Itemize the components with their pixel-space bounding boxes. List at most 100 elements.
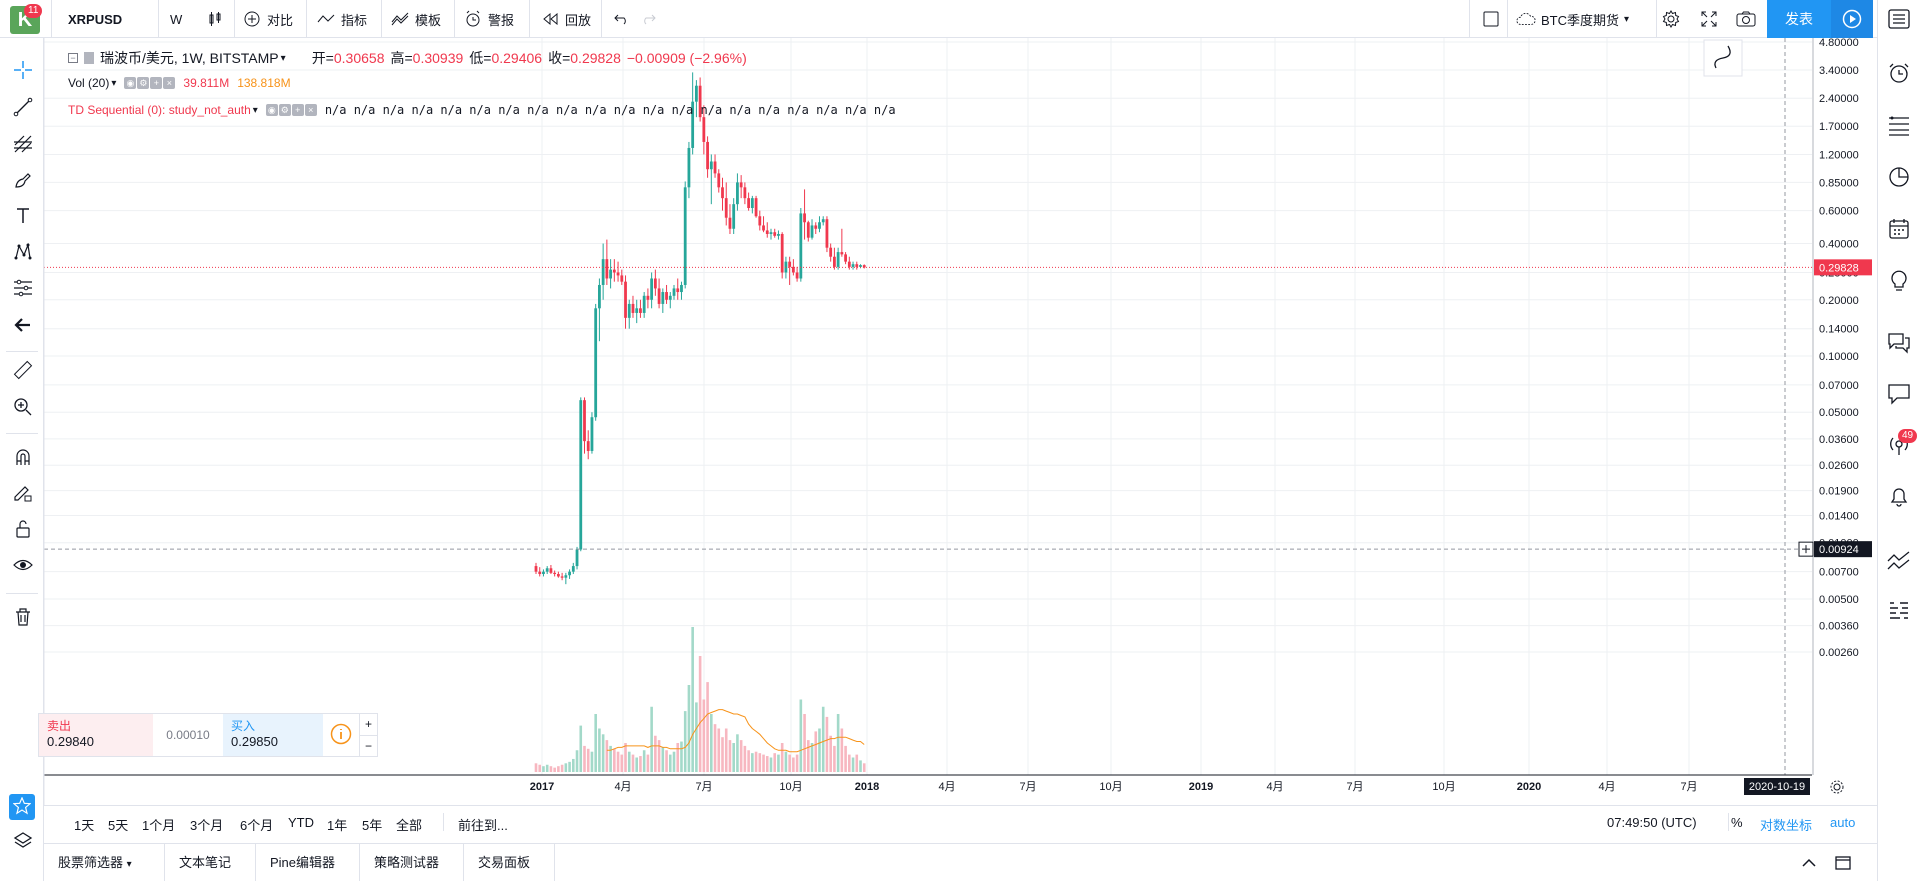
interval-button[interactable]: W <box>170 0 182 38</box>
chevron-down-icon: ▾ <box>280 52 286 64</box>
close-icon[interactable]: × <box>163 77 176 89</box>
text-tool[interactable] <box>12 206 34 228</box>
visibility-icon[interactable]: ◉ <box>265 104 278 116</box>
redo-button[interactable] <box>638 0 658 38</box>
tab-label: 股票筛选器 <box>58 855 124 870</box>
goto-date-button[interactable]: 前往到... <box>458 818 508 833</box>
info-button[interactable] <box>323 714 359 756</box>
range-6m[interactable]: 6个月 <box>240 818 274 833</box>
pattern-tool[interactable] <box>12 242 34 264</box>
undo-button[interactable] <box>612 0 632 38</box>
trend-line-tool[interactable] <box>12 97 34 119</box>
tab-pine-editor[interactable]: Pine编辑器 <box>256 844 360 881</box>
minus-button[interactable]: − <box>360 734 377 757</box>
tab-screener[interactable]: 股票筛选器 ▾ <box>44 844 165 881</box>
divider <box>443 813 444 831</box>
volume-bar <box>616 751 620 772</box>
publish-button[interactable]: 发表 <box>1767 0 1831 38</box>
play-button[interactable] <box>1831 0 1873 38</box>
data-window-button[interactable] <box>1887 114 1911 138</box>
collapse-legend-icon[interactable]: − <box>68 53 78 63</box>
tab-text-notes[interactable]: 文本笔记 <box>165 844 256 881</box>
auto-scale-toggle[interactable]: auto <box>1830 815 1856 830</box>
legend-symbol-title[interactable]: 瑞波币/美元, 1W, BITSTAMP <box>100 50 279 66</box>
object-tree-button[interactable] <box>12 831 34 853</box>
tab-strategy-tester[interactable]: 策略测试器 <box>360 844 464 881</box>
fib-tool[interactable] <box>12 134 34 156</box>
collapse-panel-button[interactable] <box>1800 854 1818 875</box>
watchlist-favorite-button[interactable] <box>9 794 35 820</box>
chats-button[interactable] <box>1887 332 1911 356</box>
hide-drawings[interactable] <box>12 555 34 577</box>
magnet-tool[interactable] <box>12 447 34 469</box>
more-icon[interactable]: + <box>150 77 163 89</box>
settings-icon[interactable]: ⚙ <box>137 77 150 89</box>
alert-button[interactable]: 警报 <box>463 0 514 38</box>
volume-bar <box>739 740 743 772</box>
range-1m[interactable]: 1个月 <box>142 818 176 833</box>
range-5d[interactable]: 5天 <box>108 818 129 833</box>
visibility-icon[interactable]: ◉ <box>124 77 137 89</box>
futures-dropdown[interactable]: BTC季度期货 ▾ <box>1516 0 1629 38</box>
close-icon[interactable]: × <box>304 104 317 116</box>
utc-clock[interactable]: 07:49:50 (UTC) <box>1607 815 1697 830</box>
td-indicator-name[interactable]: TD Sequential (0): study_not_auth <box>68 103 251 117</box>
tab-trading-panel[interactable]: 交易面板 <box>464 844 555 881</box>
prediction-tool[interactable] <box>12 278 34 300</box>
hotlist-button[interactable] <box>1887 166 1911 190</box>
zoom-tool[interactable] <box>12 397 34 419</box>
layers-icon <box>13 831 33 854</box>
settings-icon[interactable]: ⚙ <box>278 104 291 116</box>
plus-button[interactable]: + <box>364 717 372 731</box>
notifications-button[interactable] <box>1887 485 1911 509</box>
brush-tool[interactable] <box>12 170 34 192</box>
ruler-tool[interactable] <box>12 360 34 382</box>
range-1d[interactable]: 1天 <box>74 818 95 833</box>
fullscreen-checkbox-button[interactable] <box>1481 0 1501 38</box>
alerts-button[interactable] <box>1887 62 1911 86</box>
crosshair-tool[interactable] <box>12 60 34 82</box>
remove-drawings[interactable] <box>12 607 34 629</box>
price-tick-label: 0.00700 <box>1819 567 1859 579</box>
calendar-button[interactable] <box>1887 218 1911 242</box>
maximize-panel-button[interactable] <box>1834 854 1852 875</box>
watchlist-button[interactable] <box>1887 8 1911 32</box>
range-3m[interactable]: 3个月 <box>190 818 224 833</box>
volume-bar <box>702 699 706 772</box>
last-price-label: 0.29828 <box>1819 262 1859 274</box>
streams-badge: 49 <box>1898 429 1918 443</box>
compare-button[interactable]: 对比 <box>242 0 293 38</box>
percent-scale-toggle[interactable]: % <box>1731 815 1743 830</box>
range-all[interactable]: 全部 <box>396 818 423 833</box>
price-chart[interactable]: 4.80000 3.40000 2.40000 1.70000 1.20000 0.850… <box>44 38 1877 805</box>
sell-button[interactable]: 卖出 0.29840 <box>39 714 153 756</box>
templates-button[interactable]: 模板 <box>390 0 441 38</box>
range-ytd[interactable]: YTD <box>288 815 314 830</box>
candle-body <box>665 292 668 300</box>
lock-drawings[interactable] <box>12 519 34 541</box>
snapshot-button[interactable] <box>1736 0 1756 38</box>
log-scale-toggle[interactable]: 对数坐标 <box>1760 818 1813 833</box>
volume-indicator-name[interactable]: Vol (20) <box>68 76 110 90</box>
chart-type-button[interactable] <box>205 0 225 38</box>
dom-button[interactable] <box>1887 600 1911 624</box>
volume-bar <box>762 754 765 772</box>
private-chats-button[interactable] <box>1887 383 1911 407</box>
settings-button[interactable] <box>1661 0 1681 38</box>
fullscreen-button[interactable] <box>1699 0 1719 38</box>
order-panel-button[interactable] <box>1887 550 1911 574</box>
replay-button[interactable]: 回放 <box>540 0 591 38</box>
candle-body <box>788 261 792 267</box>
indicators-button[interactable]: 指标 <box>316 0 367 38</box>
range-5y[interactable]: 5年 <box>362 818 383 833</box>
range-1y[interactable]: 1年 <box>327 818 348 833</box>
symbol-search[interactable]: XRPUSD <box>68 0 122 38</box>
stay-in-drawing-mode[interactable] <box>12 483 34 505</box>
back-button[interactable] <box>12 315 34 337</box>
time-tick-label: 10月 <box>1099 781 1122 793</box>
ideas-button[interactable] <box>1887 270 1911 294</box>
volume-bar <box>586 748 590 772</box>
buy-button[interactable]: 买入 0.29850 <box>223 714 323 756</box>
volume-bar <box>642 750 646 772</box>
more-icon[interactable]: + <box>291 104 304 116</box>
